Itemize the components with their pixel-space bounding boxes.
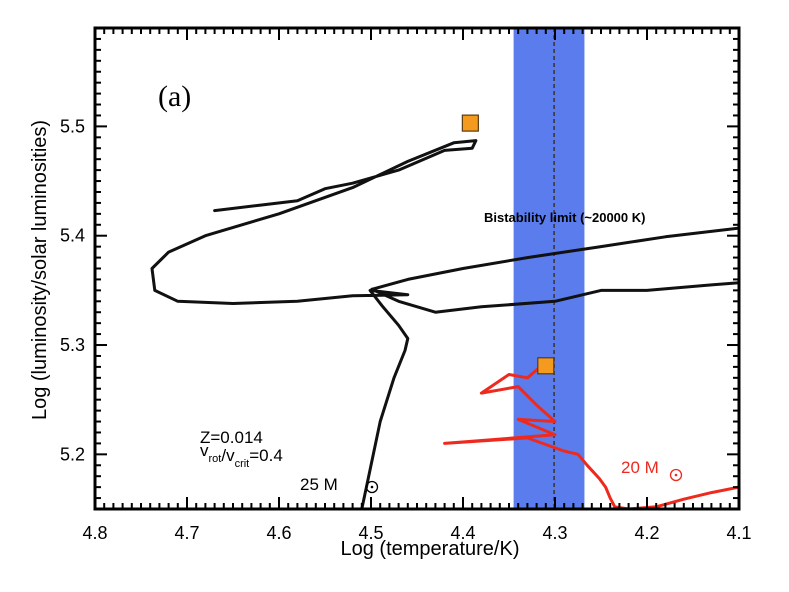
tick-labels: 4.8 4.7 4.6 4.5 4.4 4.3 4.2 4.1 5.2 5.3 5.4 5.5 — [60, 116, 752, 543]
track-2 — [370, 226, 739, 291]
mass-label-25-text: 25 M — [300, 475, 338, 494]
mass-label-20-text: 20 M — [621, 458, 659, 477]
track-3 — [443, 362, 739, 509]
x-tick-label: 4.4 — [450, 523, 475, 543]
evolution-tracks — [150, 139, 739, 509]
x-tick-label: 4.5 — [358, 523, 383, 543]
sun-symbol-25 — [365, 480, 379, 494]
sun-symbol-20 — [669, 468, 683, 482]
metallicity-label: Z=0.014 — [200, 428, 263, 447]
track-1 — [370, 281, 739, 314]
bistability-label: Bistability limit (~20000 K) — [484, 210, 645, 225]
axis-ticks — [94, 27, 740, 510]
bistability-band-layer — [513, 28, 585, 509]
x-tick-label: 4.2 — [634, 523, 659, 543]
track-end-markers — [461, 114, 555, 375]
panel-label: (a) — [158, 80, 191, 113]
rotation-sub-rot: rot — [209, 453, 222, 465]
rotation-label: vrot/vcrit=0.4 — [200, 441, 283, 470]
x-axis-title: Log (temperature/K) — [341, 538, 520, 560]
x-tick-label: 4.7 — [174, 523, 199, 543]
rotation-sub-crit: crit — [235, 458, 250, 470]
y-tick-label: 5.5 — [60, 116, 85, 136]
mass-label-25: 25 M — [300, 475, 338, 494]
y-tick-label: 5.4 — [60, 226, 85, 246]
rotation-v: v — [200, 441, 209, 460]
rotation-value: =0.4 — [249, 446, 283, 465]
rotation-slash: /v — [221, 446, 235, 465]
x-tick-label: 4.1 — [726, 523, 751, 543]
end-marker-1 — [537, 357, 555, 375]
track-0 — [150, 139, 478, 509]
x-tick-label: 4.6 — [266, 523, 291, 543]
x-tick-label: 4.8 — [82, 523, 107, 543]
mass-label-20: 20 M — [621, 458, 659, 477]
y-tick-label: 5.3 — [60, 335, 85, 355]
bistability-band — [513, 28, 585, 509]
end-marker-0 — [461, 114, 479, 132]
y-axis-title: Log (luminosity/solar luminosities) — [29, 120, 51, 420]
x-tick-label: 4.3 — [542, 523, 567, 543]
y-tick-label: 5.2 — [60, 444, 85, 464]
plot-frame — [93, 26, 741, 511]
axes-frame — [93, 26, 741, 511]
